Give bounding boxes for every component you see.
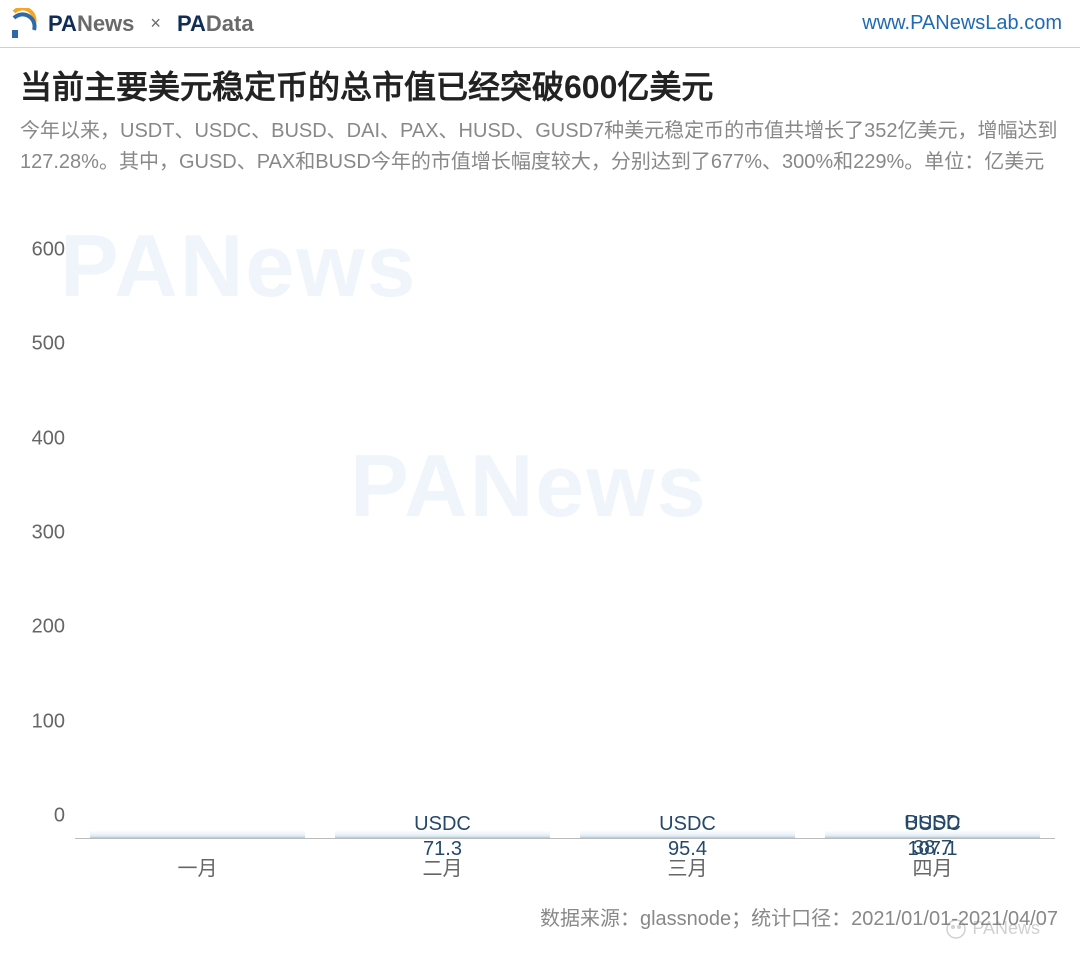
title-block: 当前主要美元稳定币的总市值已经突破600亿美元 今年以来，USDT、USDC、B… xyxy=(0,48,1080,182)
chart-title: 当前主要美元稳定币的总市值已经突破600亿美元 xyxy=(20,62,1060,108)
corner-watermark: PANews xyxy=(946,918,1040,939)
bar-segment-dai xyxy=(335,834,551,835)
bar-segment-busd xyxy=(90,835,306,836)
bar-segment-husd xyxy=(335,832,551,833)
header-left: PANews × PAData xyxy=(10,8,254,40)
x-axis-label: 二月 xyxy=(335,852,551,881)
bar-segment-husd xyxy=(825,832,1041,833)
chart-subtitle: 今年以来，USDT、USDC、BUSD、DAI、PAX、HUSD、GUSD7种美… xyxy=(20,116,1060,178)
y-tick-label: 200 xyxy=(32,616,65,639)
bar-segment-pax xyxy=(825,833,1041,834)
bar-segment-busd: BUSD 38.7 xyxy=(825,835,1041,836)
y-axis: 0 100 200 300 400 500 600 xyxy=(0,235,75,839)
bar-segment-pax xyxy=(90,833,306,834)
bar-group: USDT 383.8USDC 95.4 xyxy=(580,831,796,838)
bars-row: USDT 240.1 USDT 314.9USDC 71.3 USDT 383.8U… xyxy=(75,235,1055,838)
plot-region: USDT 240.1 USDT 314.9USDC 71.3 USDT 383.8U… xyxy=(75,235,1055,839)
bar-segment-gusd xyxy=(335,831,551,832)
bar-segment-pax xyxy=(335,833,551,834)
y-tick-label: 400 xyxy=(32,427,65,450)
x-axis-label: 一月 xyxy=(90,852,306,881)
bar-segment-busd xyxy=(335,835,551,836)
header-bar: PANews × PAData www.PANewsLab.com xyxy=(0,0,1080,48)
chart-area: PANews PANews 0100200300400500600 USDT 2… xyxy=(0,215,1080,899)
bar-segment-usdc: USDC 95.4 xyxy=(580,836,796,837)
bar-segment-husd xyxy=(580,832,796,833)
bar-group: USDT 314.9USDC 71.3 xyxy=(335,831,551,838)
bar-segment-gusd xyxy=(580,831,796,832)
bar-segment-busd xyxy=(580,835,796,836)
y-tick-label: 0 xyxy=(54,805,65,828)
header-url: www.PANewsLab.com xyxy=(862,12,1062,35)
bar-segment-gusd xyxy=(825,831,1041,832)
bar-segment-usdc xyxy=(90,836,306,837)
x-axis-labels: 一月二月三月四月 xyxy=(75,852,1055,881)
bar-group: USDT 240.1 xyxy=(90,831,306,838)
bar-group: USDT 421.1USDC 107.1BUSD 38.7 xyxy=(825,831,1041,838)
x-axis-label: 四月 xyxy=(825,852,1041,881)
y-tick-label: 500 xyxy=(32,333,65,356)
times-symbol: × xyxy=(150,13,161,34)
y-tick-label: 600 xyxy=(32,238,65,261)
bar-segment-gusd xyxy=(90,831,306,832)
brand-panews: PANews xyxy=(48,11,134,37)
bar-segment-dai xyxy=(90,834,306,835)
bar-segment-usdt: USDT 240.1 xyxy=(90,837,306,838)
y-tick-label: 100 xyxy=(32,710,65,733)
y-tick-label: 300 xyxy=(32,521,65,544)
bar-segment-pax xyxy=(580,833,796,834)
bar-segment-husd xyxy=(90,832,306,833)
bar-segment-usdc: USDC 71.3 xyxy=(335,836,551,837)
bar-segment-dai xyxy=(580,834,796,835)
bar-segment-dai xyxy=(825,834,1041,835)
logo-icon xyxy=(10,8,38,40)
x-axis-label: 三月 xyxy=(580,852,796,881)
brand-padata: PAData xyxy=(177,11,254,37)
